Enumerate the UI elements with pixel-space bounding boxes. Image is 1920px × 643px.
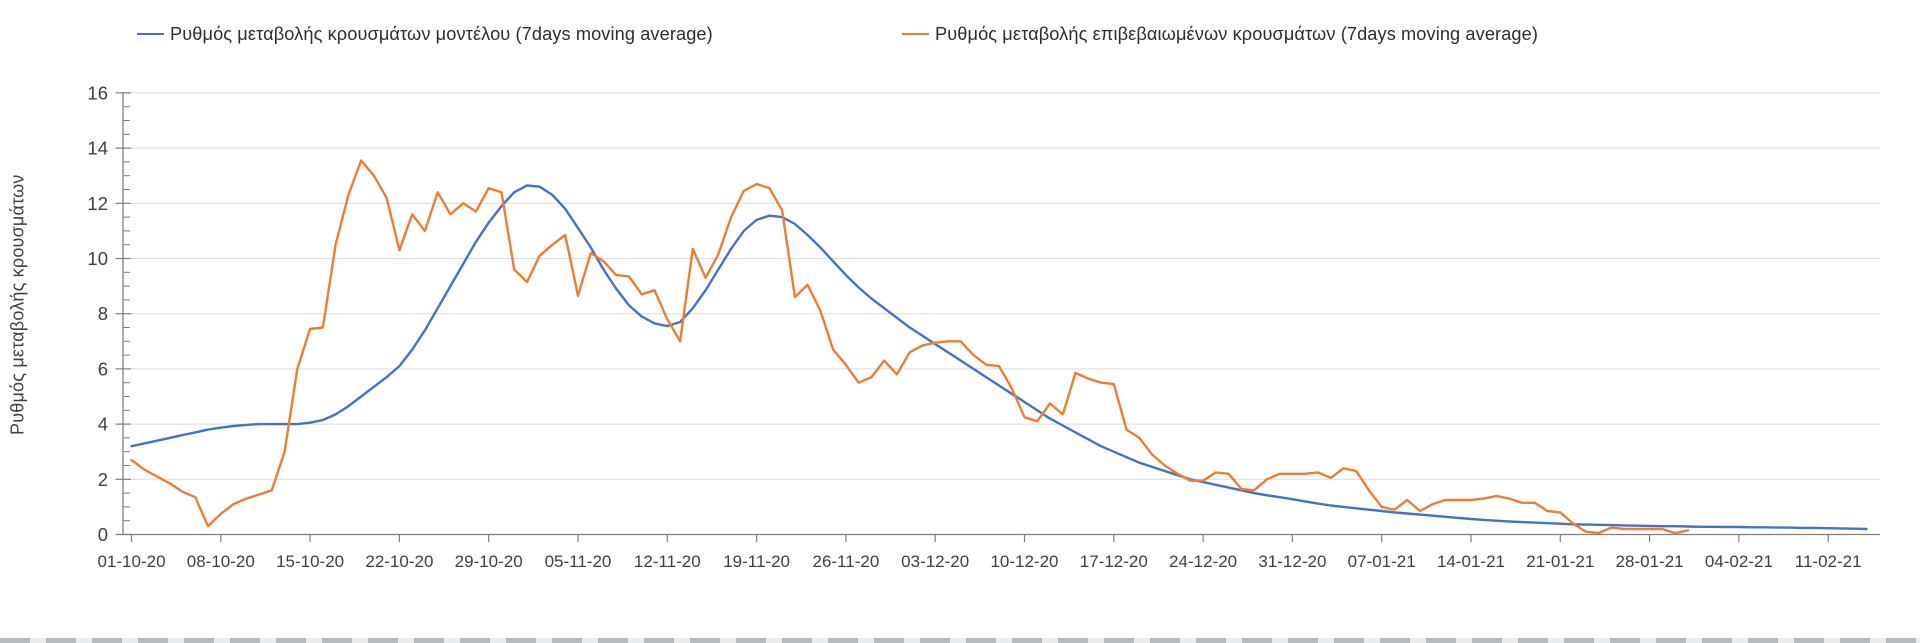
legend-marker-model-line: [137, 33, 164, 35]
svg-text:22-10-20: 22-10-20: [365, 552, 433, 571]
svg-text:17-12-20: 17-12-20: [1080, 552, 1148, 571]
svg-text:31-12-20: 31-12-20: [1258, 552, 1326, 571]
legend-marker-confirmed-line: [902, 33, 929, 35]
svg-text:24-12-20: 24-12-20: [1169, 552, 1237, 571]
legend-label-model: Ρυθμός μεταβολής κρουσμάτων μοντέλου (7d…: [170, 23, 713, 44]
svg-text:14-01-21: 14-01-21: [1437, 552, 1505, 571]
svg-text:10-12-20: 10-12-20: [990, 552, 1058, 571]
svg-text:05-11-20: 05-11-20: [545, 552, 612, 571]
svg-text:19-11-20: 19-11-20: [723, 552, 790, 571]
svg-text:28-01-21: 28-01-21: [1616, 552, 1684, 571]
y-axis-title: Ρυθμός μεταβολής κρουσμάτων: [7, 174, 28, 436]
svg-text:0: 0: [98, 524, 108, 545]
svg-text:11-02-21: 11-02-21: [1795, 552, 1862, 571]
svg-text:14: 14: [87, 138, 108, 159]
svg-text:2: 2: [98, 469, 108, 490]
svg-text:07-01-21: 07-01-21: [1348, 552, 1416, 571]
svg-text:29-10-20: 29-10-20: [455, 552, 523, 571]
svg-text:12-11-20: 12-11-20: [634, 552, 701, 571]
svg-text:15-10-20: 15-10-20: [276, 552, 344, 571]
svg-text:08-10-20: 08-10-20: [187, 552, 255, 571]
svg-text:10: 10: [87, 248, 108, 269]
svg-text:4: 4: [98, 414, 108, 435]
bottom-dashed-divider: [0, 638, 1920, 643]
legend-label-confirmed: Ρυθμός μεταβολής επιβεβαιωμένων κρουσμάτ…: [935, 23, 1539, 44]
svg-text:6: 6: [98, 358, 108, 379]
svg-text:8: 8: [98, 303, 108, 324]
svg-text:12: 12: [87, 193, 108, 214]
legend-item-model: Ρυθμός μεταβολής κρουσμάτων μοντέλου (7d…: [137, 21, 713, 47]
legend-item-confirmed: Ρυθμός μεταβολής επιβεβαιωμένων κρουσμάτ…: [902, 21, 1538, 47]
svg-text:03-12-20: 03-12-20: [901, 552, 969, 571]
svg-text:26-11-20: 26-11-20: [812, 552, 879, 571]
svg-text:01-10-20: 01-10-20: [97, 552, 165, 571]
svg-text:04-02-21: 04-02-21: [1705, 552, 1773, 571]
svg-text:21-01-21: 21-01-21: [1526, 552, 1594, 571]
svg-text:16: 16: [87, 82, 108, 103]
